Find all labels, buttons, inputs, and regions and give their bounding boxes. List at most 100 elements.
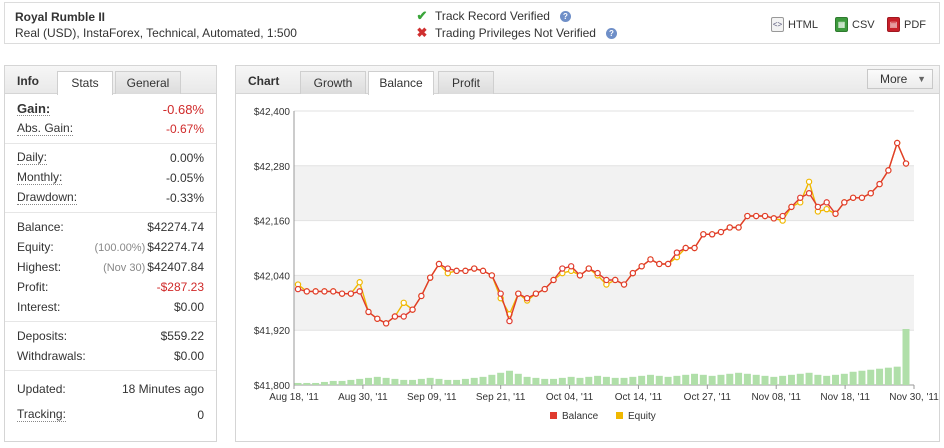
data-point-balance — [444, 265, 451, 272]
deposits-group: Deposits: $559.22 Withdrawals: $0.00 — [5, 322, 216, 371]
grid-band — [294, 165, 914, 221]
legend-label-equity: Equity — [628, 411, 656, 422]
monthly-label[interactable]: Monthly: — [17, 170, 63, 185]
help-icon[interactable]: ? — [605, 27, 617, 39]
meta-group: Updated: 18 Minutes ago Tracking: 0 — [5, 371, 216, 429]
data-point-balance — [735, 224, 742, 231]
export-pdf-button[interactable]: ▤ PDF — [887, 17, 926, 32]
export-csv-label: CSV — [852, 18, 875, 31]
data-point-balance — [612, 276, 619, 284]
data-point-balance — [744, 212, 751, 220]
volume-bar — [770, 376, 778, 385]
data-point-balance — [294, 285, 302, 293]
data-point-balance — [497, 290, 504, 297]
volume-bar — [523, 376, 531, 385]
system-name: Royal Rumble II — [15, 10, 106, 24]
rates-group: Daily: 0.00% Monthly: -0.05% Drawdown: -… — [5, 144, 216, 213]
y-tick-label: $42,160 — [254, 217, 291, 228]
gain-label[interactable]: Gain: — [17, 101, 51, 116]
volume-bar — [629, 376, 637, 385]
deposits-value: $559.22 — [160, 329, 204, 343]
tab-general[interactable]: General — [115, 71, 181, 94]
x-tick-label: Oct 27, '11 — [684, 392, 732, 403]
x-tick-label: Aug 30, '11 — [338, 392, 388, 403]
volume-bar — [735, 372, 743, 385]
daily-row: Daily: 0.00% — [17, 148, 204, 168]
volume-bar — [505, 370, 513, 385]
volume-bar — [796, 373, 804, 385]
volume-bar — [426, 377, 434, 385]
data-point-balance — [841, 199, 848, 206]
data-point-balance — [673, 249, 681, 256]
balance-chart: $41,800 $41,920 $42,040 $42,160 $42,280 $42,4… — [254, 107, 939, 422]
data-point-balance — [330, 288, 337, 295]
volume-bar — [761, 375, 769, 385]
data-point-balance — [823, 199, 830, 206]
tracking-link[interactable]: Tracking: — [17, 407, 66, 422]
more-dropdown[interactable]: More ▼ — [867, 69, 933, 89]
data-point-balance — [805, 189, 813, 197]
volume-bar — [893, 366, 901, 385]
x-tick-label: Sep 09, '11 — [407, 392, 457, 403]
data-point-equity — [805, 178, 813, 185]
abs-gain-label[interactable]: Abs. Gain: — [17, 121, 74, 136]
highest-value: $42407.84 — [147, 260, 204, 274]
volume-bar — [726, 373, 734, 385]
x-tick-label: Nov 30, '11 — [889, 392, 939, 403]
export-html-button[interactable]: <> HTML — [771, 17, 818, 32]
volume-bar — [805, 372, 813, 385]
data-point-balance — [585, 265, 592, 272]
data-point-balance — [885, 167, 892, 174]
volume-bar — [787, 374, 795, 385]
volume-bar — [470, 377, 478, 385]
export-csv-button[interactable]: ▦ CSV — [835, 17, 875, 32]
volume-bar — [682, 374, 690, 385]
drawdown-label[interactable]: Drawdown: — [17, 190, 78, 205]
data-point-balance — [374, 315, 381, 322]
tab-stats[interactable]: Stats — [57, 71, 113, 95]
tab-growth[interactable]: Growth — [300, 71, 366, 94]
more-label: More — [880, 72, 908, 86]
data-point-balance — [365, 308, 372, 316]
daily-label[interactable]: Daily: — [17, 150, 48, 165]
data-point-balance — [550, 276, 557, 284]
volume-bar — [673, 375, 681, 385]
interest-label: Interest: — [17, 299, 61, 314]
equity-label: Equity: — [17, 239, 54, 254]
volume-bar — [708, 375, 716, 385]
gain-row: Gain: -0.68% — [17, 99, 204, 119]
updated-row: Updated: 18 Minutes ago — [17, 379, 204, 399]
data-point-equity — [356, 279, 363, 286]
volume-bar — [347, 379, 355, 385]
series-line-balance — [297, 141, 907, 325]
volume-bar — [488, 374, 496, 385]
data-point-balance — [594, 269, 601, 277]
data-point-equity — [400, 299, 407, 306]
volume-bar — [752, 374, 760, 385]
data-point-balance — [770, 215, 778, 222]
balance-label: Balance: — [17, 219, 64, 234]
data-point-balance — [656, 260, 663, 268]
data-point-balance — [708, 231, 716, 238]
volume-bar — [409, 379, 417, 385]
grid-band — [294, 220, 914, 276]
volume-bar — [840, 373, 848, 385]
balance-value: $42274.74 — [147, 220, 204, 234]
data-point-balance — [559, 265, 566, 272]
data-point-balance — [391, 313, 399, 320]
help-icon[interactable]: ? — [559, 10, 571, 22]
volume-bar — [602, 376, 610, 385]
x-tick-label: Nov 18, '11 — [820, 392, 870, 403]
equity-value-wrap: (100.00%) $42274.74 — [95, 240, 205, 254]
pdf-file-icon: ▤ — [887, 17, 900, 32]
tab-balance[interactable]: Balance — [368, 71, 434, 95]
data-point-balance — [761, 212, 769, 220]
x-tick-label: Nov 08, '11 — [751, 392, 801, 403]
volume-bar — [373, 376, 381, 385]
volume-bar — [312, 382, 320, 385]
cross-icon: ✖ — [416, 25, 428, 40]
data-point-balance — [321, 288, 328, 295]
grid-band — [294, 111, 914, 166]
tab-profit[interactable]: Profit — [438, 71, 494, 94]
data-point-balance — [532, 290, 540, 297]
